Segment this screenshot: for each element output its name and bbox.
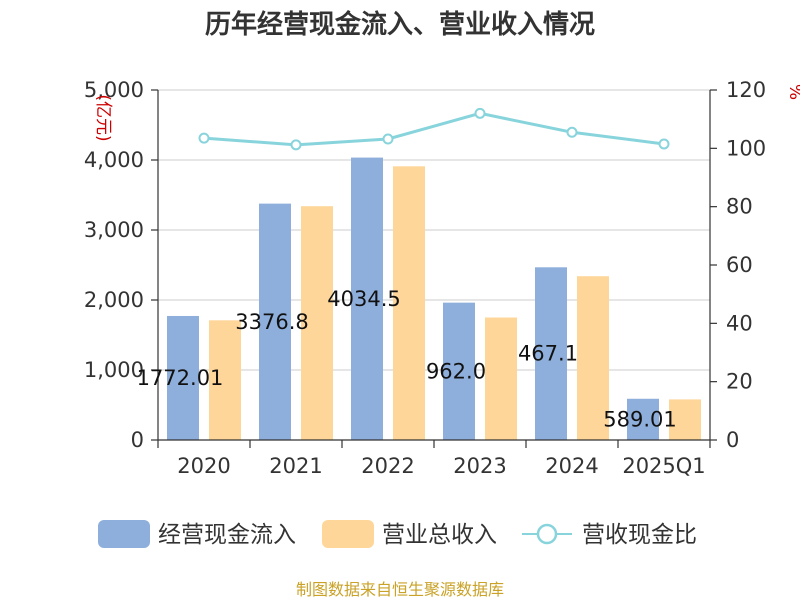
y-right-tick-label: 100 [726,136,766,160]
x-tick-label: 2023 [453,454,506,478]
legend-label: 经营现金流入 [158,522,296,548]
y-right-tick-label: 120 [726,78,766,102]
legend-swatch [322,520,374,548]
bar-revenue [485,317,517,440]
ratio-point [290,139,302,151]
x-tick-label: 2025Q1 [622,454,705,478]
y-left-tick-label: 2,000 [84,288,144,312]
y-right-tick-label: 60 [726,253,753,277]
y-left-tick-label: 3,000 [84,218,144,242]
x-tick-label: 2022 [361,454,414,478]
data-label: 962.0 [426,359,486,383]
bar-revenue [209,320,241,440]
ratio-line-path [203,111,665,147]
data-label: 589.01 [603,407,676,431]
y-left-tick-label: 4,000 [84,148,144,172]
y-right-tick-label: 20 [726,370,753,394]
ratio-point [382,133,394,145]
bar-cash-inflow [167,315,199,440]
legend-label: 营收现金比 [582,522,697,548]
bars [167,157,701,441]
x-tick-label: 2024 [545,454,598,478]
grid-lines [158,89,710,371]
axes [151,89,717,448]
ratio-point [198,132,210,144]
bar-cash-inflow [443,302,475,440]
y-right-tick-label: 40 [726,311,753,335]
bar-cash-inflow [259,203,291,440]
y-left-tick-label: 0 [131,428,144,452]
ratio-line [198,107,670,151]
y-left-tick-label: 5,000 [84,78,144,102]
bar-revenue [393,166,425,441]
x-tick-label: 2021 [269,454,322,478]
y-left-tick-label: 1,000 [84,358,144,382]
bar-revenue [301,206,333,440]
bar-cash-inflow [627,398,659,440]
legend: 经营现金流入 营业总收入 营收现金比 [98,520,697,548]
y-right-tick-label: 80 [726,195,753,219]
ratio-point [658,138,670,150]
data-label: 1772.01 [137,366,224,390]
ratio-point [474,107,486,119]
data-label: 4034.5 [327,287,400,311]
y-right-unit: % [785,84,800,100]
y-left-unit: (亿元) [93,94,113,141]
bar-cash-inflow [535,267,567,440]
y-right-tick-label: 0 [726,428,739,452]
ratio-point [566,126,578,138]
data-labels: 1772.01 3376.8 4034.5 962.0 467.1 589.01 [137,287,677,432]
source-note: 制图数据来自恒生聚源数据库 [296,580,504,599]
legend-label: 营业总收入 [382,522,497,548]
chart-title: 历年经营现金流入、营业收入情况 [205,9,595,40]
bar-cash-inflow [351,157,383,440]
bar-revenue [577,276,609,440]
x-tick-label: 2020 [177,454,230,478]
legend-swatch [98,520,150,548]
data-label: 3376.8 [235,310,308,334]
legend-marker [536,523,558,545]
tick-labels: 0 1,000 2,000 3,000 4,000 5,000 0 20 40 60 80 100 12… [84,78,766,478]
bar-revenue [669,399,701,440]
data-label: 467.1 [518,342,578,366]
